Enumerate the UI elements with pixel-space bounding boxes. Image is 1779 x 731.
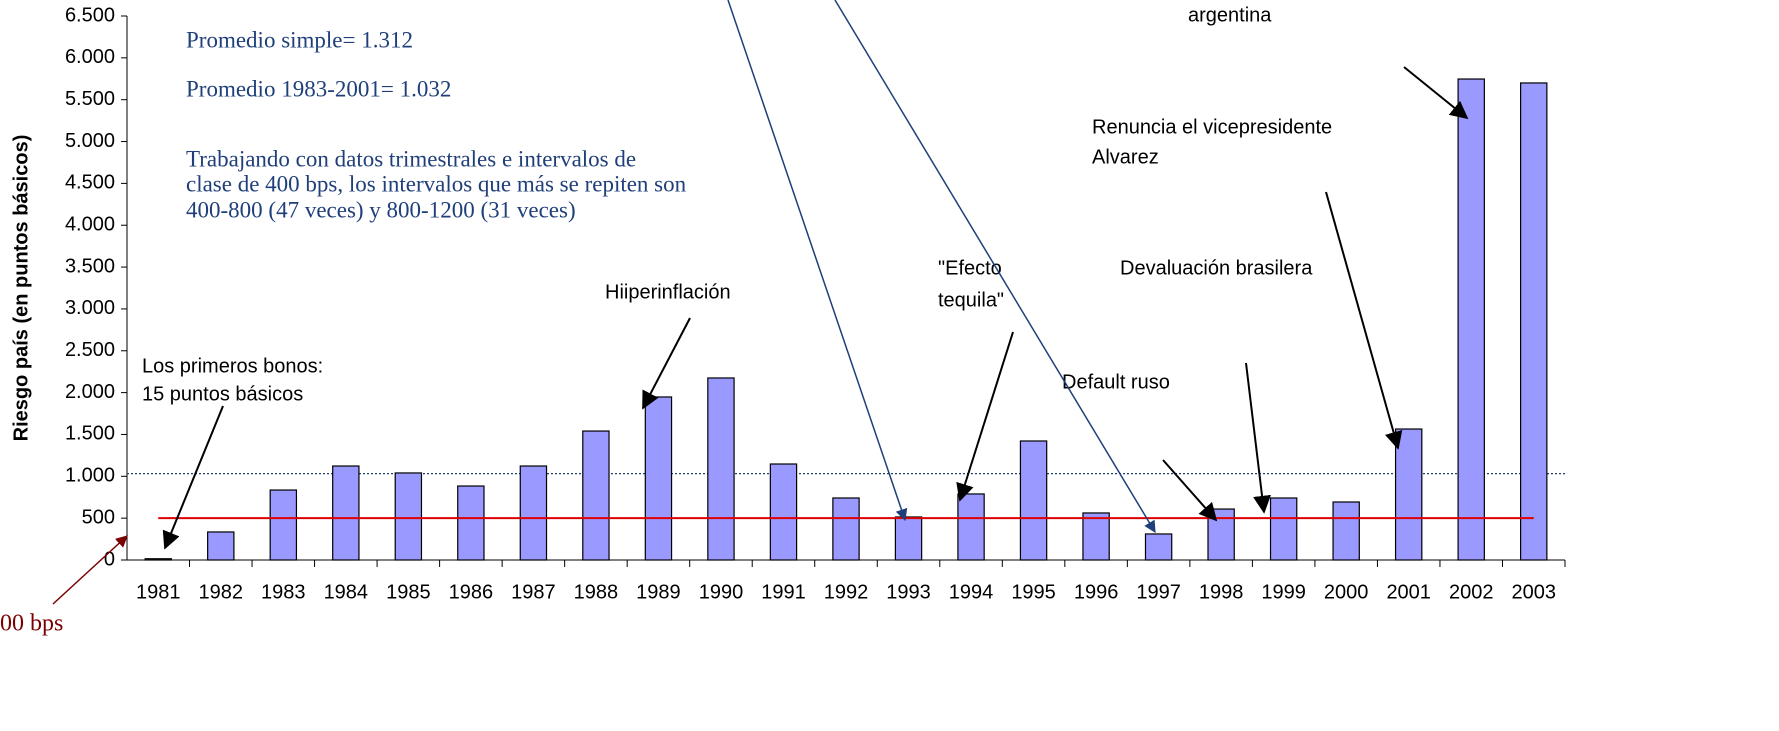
arrow [1162,459,1218,522]
x-tick-label: 1994 [949,581,994,603]
arrow [727,0,908,522]
annotation: "Efecto [938,257,1002,279]
x-tick-label: 1997 [1136,581,1181,603]
bar [332,465,360,561]
note: Promedio 1983-2001= 1.032 [186,76,451,101]
x-tick-label: 1981 [136,581,181,603]
bar [144,558,172,561]
bar [1019,440,1048,561]
arrow [642,317,691,410]
annotation: Alvarez [1092,146,1159,168]
bar [1082,512,1110,561]
bar [519,465,548,561]
annotation: Default ruso [1062,371,1170,393]
x-tick-label: 1996 [1074,581,1119,603]
x-tick-label: 1989 [636,581,681,603]
x-tick-label: 2003 [1511,581,1556,603]
arrow [52,535,128,605]
bar [394,472,423,561]
bar [957,493,985,561]
y-tick-label: 6.500 [65,4,115,26]
x-tick-label: 2002 [1449,581,1494,603]
arrow [1325,191,1403,450]
bar [1457,78,1485,561]
arrow [162,405,224,550]
bar [207,531,235,561]
bar [582,430,610,561]
arrow [1245,362,1271,514]
y-tick-label: 4.500 [65,172,115,194]
arrow [1403,66,1469,120]
x-tick-label: 2001 [1386,581,1431,603]
annotation: Devaluación brasilera [1120,257,1313,279]
annotation: tequila" [938,289,1004,311]
y-tick-label: 0 [104,548,115,570]
x-tick-label: 1988 [574,581,619,603]
bar [1520,82,1548,561]
y-tick-label: 4.000 [65,214,115,236]
x-tick-label: 1983 [261,581,306,603]
bar [1394,428,1423,561]
y-tick-label: 5.500 [65,88,115,110]
bar [769,463,798,561]
note: clase de 400 bps, los intervalos que más… [186,171,687,196]
y-tick-label: 5.000 [65,130,115,152]
x-tick-label: 1990 [699,581,744,603]
y-tick-label: 1.500 [65,423,115,445]
x-tick-label: 1995 [1011,581,1056,603]
bar [832,497,860,561]
annotation: argentina [1188,4,1272,26]
x-tick-label: 1998 [1199,581,1244,603]
x-tick-label: 1999 [1261,581,1306,603]
y-tick-label: 2.000 [65,381,115,403]
y-tick-label: 1.000 [65,465,115,487]
bar [269,489,298,561]
bar [894,516,923,561]
annotation: Renuncia el vicepresidente [1092,116,1332,138]
annotation: Los primeros bonos: [142,355,323,377]
note: 400-800 (47 veces) y 800-1200 (31 veces) [186,197,576,222]
bar [644,396,673,561]
y-tick-label: 6.000 [65,46,115,68]
x-tick-label: 1992 [824,581,869,603]
bar [1332,501,1360,561]
y-tick-label: 3.000 [65,297,115,319]
x-tick-label: 1982 [199,581,244,603]
y-tick-label: 500 [82,506,115,528]
bar [1269,497,1298,561]
x-tick-label: 2000 [1324,581,1369,603]
threshold-label: 00 bps [0,611,63,637]
y-tick-label: 3.500 [65,255,115,277]
x-tick-label: 1991 [761,581,806,603]
annotation: Hiiperinflación [605,281,731,303]
bar [1144,533,1173,561]
x-tick-label: 1985 [386,581,431,603]
x-tick-label: 1984 [324,581,369,603]
note: Promedio simple= 1.312 [186,27,413,52]
bar [707,377,735,561]
arrow [834,0,1156,534]
arrow [956,331,1014,502]
note: Trabajando con datos trimestrales e inte… [186,146,636,171]
x-tick-label: 1986 [449,581,494,603]
annotation: 15 puntos básicos [142,383,303,405]
y-tick-label: 2.500 [65,339,115,361]
x-tick-label: 1993 [886,581,931,603]
y-axis-label: Riesgo país (en puntos básicos) [10,135,32,442]
x-tick-label: 1987 [511,581,556,603]
bar [457,485,485,561]
